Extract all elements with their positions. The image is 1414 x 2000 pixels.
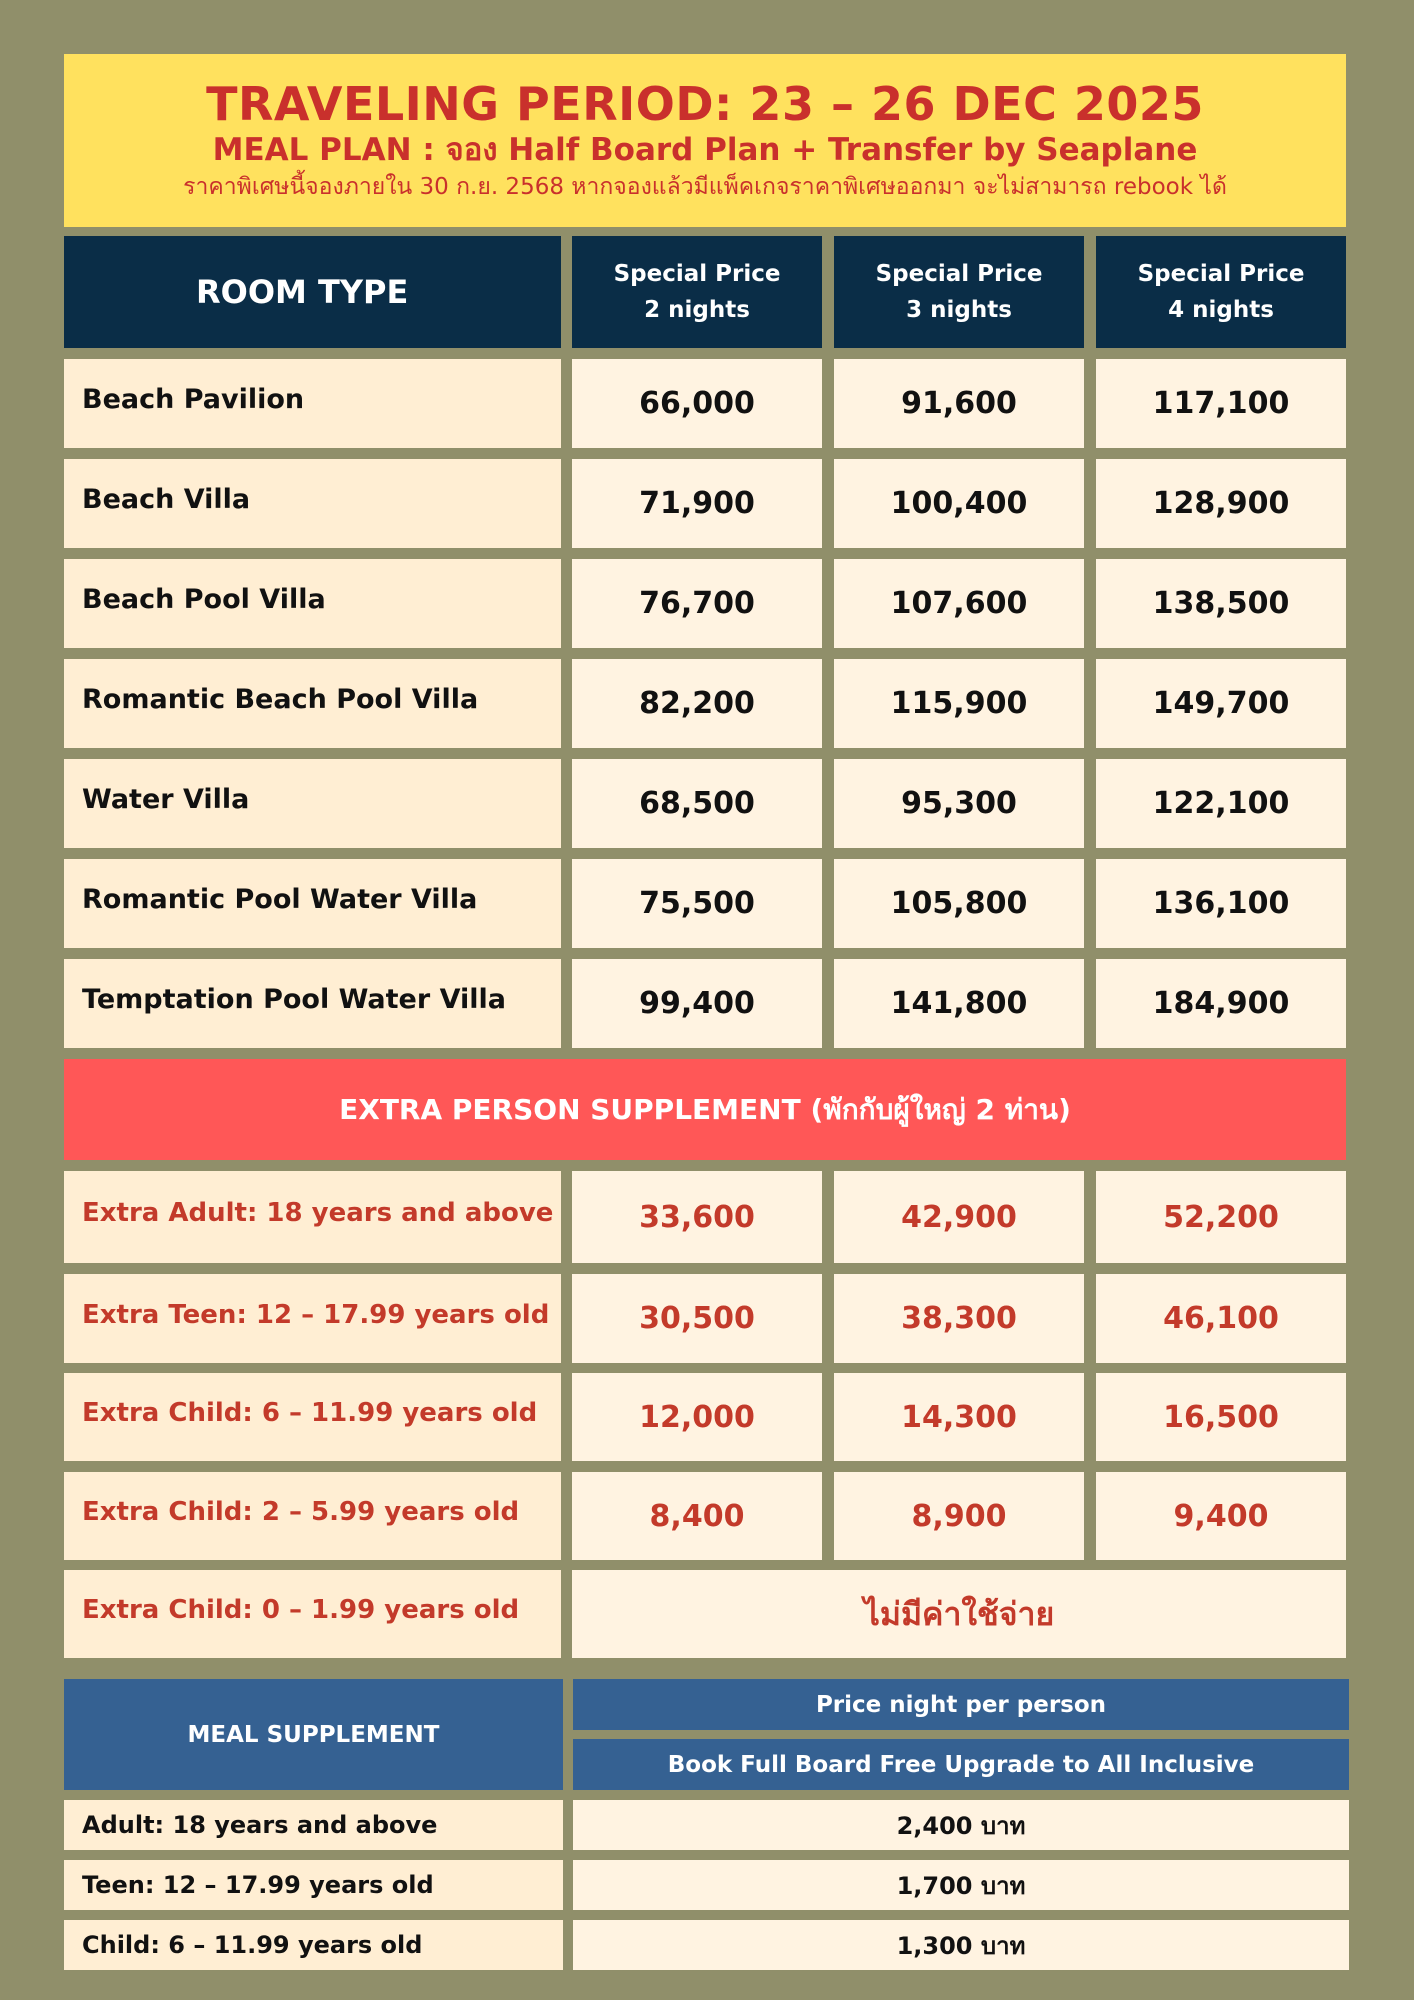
meal-row-price: 1,700 บาท	[573, 1860, 1349, 1910]
price-4-nights-header: Special Price 4 nights	[1096, 236, 1346, 348]
room-price-3-nights: 107,600	[834, 559, 1084, 648]
room-price-3-nights: 91,600	[834, 359, 1084, 448]
meal-row-label: Teen: 12 – 17.99 years old	[64, 1860, 563, 1910]
room-name: Temptation Pool Water Villa	[64, 959, 561, 1048]
extra-price-4-nights: 52,200	[1096, 1171, 1346, 1263]
room-price-4-nights: 136,100	[1096, 859, 1346, 948]
room-price-4-nights: 128,900	[1096, 459, 1346, 548]
room-name: Romantic Beach Pool Villa	[64, 659, 561, 748]
price-4-nights-line2: 4 nights	[1168, 297, 1274, 323]
extra-infant-label: Extra Child: 0 – 1.99 years old	[64, 1570, 561, 1658]
extra-price-4-nights: 16,500	[1096, 1373, 1346, 1461]
room-price-2-nights: 66,000	[572, 359, 822, 448]
room-price-2-nights: 75,500	[572, 859, 822, 948]
room-price-3-nights: 100,400	[834, 459, 1084, 548]
booking-note: ราคาพิเศษนี้จองภายใน 30 ก.ย. 2568 หากจอง…	[183, 173, 1227, 200]
upgrade-header: Book Full Board Free Upgrade to All Incl…	[573, 1739, 1349, 1790]
meal-row-label: Adult: 18 years and above	[64, 1800, 563, 1850]
extra-price-2-nights: 33,600	[572, 1171, 822, 1263]
room-name: Beach Villa	[64, 459, 561, 548]
meal-row-price: 1,300 บาท	[573, 1920, 1349, 1970]
room-name: Beach Pool Villa	[64, 559, 561, 648]
extra-price-4-nights: 46,100	[1096, 1274, 1346, 1363]
price-per-person-header: Price night per person	[573, 1679, 1349, 1730]
room-price-3-nights: 115,900	[834, 659, 1084, 748]
price-2-nights-line2: 2 nights	[644, 297, 750, 323]
room-price-4-nights: 122,100	[1096, 759, 1346, 848]
price-2-nights-line1: Special Price	[613, 261, 781, 287]
meal-supplement-header: MEAL SUPPLEMENT	[64, 1679, 563, 1790]
meal-plan-subtitle: MEAL PLAN : จอง Half Board Plan + Transf…	[212, 131, 1198, 168]
room-price-4-nights: 138,500	[1096, 559, 1346, 648]
room-price-2-nights: 71,900	[572, 459, 822, 548]
price-3-nights-line2: 3 nights	[906, 297, 1012, 323]
room-price-2-nights: 76,700	[572, 559, 822, 648]
room-price-3-nights: 141,800	[834, 959, 1084, 1048]
room-price-2-nights: 99,400	[572, 959, 822, 1048]
price-2-nights-header: Special Price 2 nights	[572, 236, 822, 348]
price-4-nights-line1: Special Price	[1137, 261, 1305, 287]
extra-person-label: Extra Teen: 12 – 17.99 years old	[64, 1274, 561, 1363]
room-price-4-nights: 117,100	[1096, 359, 1346, 448]
room-name: Beach Pavilion	[64, 359, 561, 448]
meal-row-label: Child: 6 – 11.99 years old	[64, 1920, 563, 1970]
price-3-nights-header: Special Price 3 nights	[834, 236, 1084, 348]
extra-person-label: Extra Adult: 18 years and above	[64, 1171, 561, 1263]
room-price-3-nights: 95,300	[834, 759, 1084, 848]
extra-person-label: Extra Child: 2 – 5.99 years old	[64, 1472, 561, 1560]
meal-row-price: 2,400 บาท	[573, 1800, 1349, 1850]
room-name: Romantic Pool Water Villa	[64, 859, 561, 948]
room-price-2-nights: 68,500	[572, 759, 822, 848]
extra-price-2-nights: 8,400	[572, 1472, 822, 1560]
extra-price-3-nights: 38,300	[834, 1274, 1084, 1363]
room-price-3-nights: 105,800	[834, 859, 1084, 948]
traveling-period-title: TRAVELING PERIOD: 23 – 26 DEC 2025	[206, 76, 1204, 131]
extra-person-header: EXTRA PERSON SUPPLEMENT (พักกับผู้ใหญ่ 2…	[64, 1059, 1346, 1160]
room-price-4-nights: 184,900	[1096, 959, 1346, 1048]
header-banner: TRAVELING PERIOD: 23 – 26 DEC 2025 MEAL …	[64, 54, 1346, 227]
extra-infant-free: ไม่มีค่าใช้จ่าย	[572, 1570, 1346, 1658]
extra-price-3-nights: 42,900	[834, 1171, 1084, 1263]
extra-price-2-nights: 12,000	[572, 1373, 822, 1461]
extra-price-2-nights: 30,500	[572, 1274, 822, 1363]
extra-person-label: Extra Child: 6 – 11.99 years old	[64, 1373, 561, 1461]
room-type-header: ROOM TYPE	[64, 236, 561, 348]
extra-price-3-nights: 8,900	[834, 1472, 1084, 1560]
room-name: Water Villa	[64, 759, 561, 848]
room-price-4-nights: 149,700	[1096, 659, 1346, 748]
extra-price-3-nights: 14,300	[834, 1373, 1084, 1461]
extra-price-4-nights: 9,400	[1096, 1472, 1346, 1560]
price-3-nights-line1: Special Price	[875, 261, 1043, 287]
room-price-2-nights: 82,200	[572, 659, 822, 748]
